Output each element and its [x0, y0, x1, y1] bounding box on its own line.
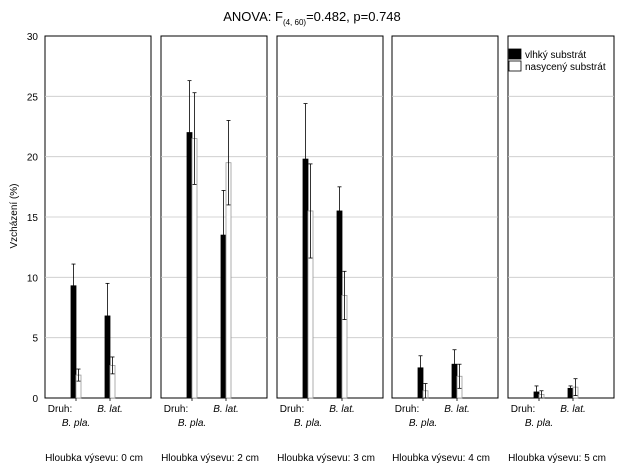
bar: [336, 210, 343, 399]
legend-label: nasycený substrát: [525, 62, 606, 73]
x-tick-label: B. lat.: [444, 404, 470, 415]
x-tick-label: B. pla.: [409, 418, 437, 429]
panel-label: Hloubka výsevu: 5 cm: [508, 453, 606, 464]
panel: Druh: B. pla. B. lat. Hloubka výsevu: 2 cm: [160, 35, 268, 464]
y-axis-label: Vzcházení (%): [9, 183, 20, 248]
y-tick-label: 30: [27, 32, 39, 43]
x-tick-label: B. pla.: [62, 418, 90, 429]
panel: Druh: B. pla. B. lat. Hloubka výsevu: 5 cm: [507, 35, 615, 464]
y-tick-labels: 0 5 10 15 20 25 30: [27, 32, 39, 405]
panel: Druh: B. pla. B. lat. Hloubka výsevu: 4 cm: [391, 35, 499, 464]
panels: Druh:B. pla.B. lat.Hloubka výsevu: 0 cmD…: [44, 35, 615, 464]
y-tick-label: 20: [27, 153, 39, 164]
legend-swatch: [508, 60, 522, 72]
x-tick-label: B. pla.: [525, 418, 553, 429]
panel-label: Hloubka výsevu: 2 cm: [161, 453, 259, 464]
legend-swatch: [508, 48, 522, 60]
panel-label: Hloubka výsevu: 0 cm: [45, 453, 143, 464]
title-subscript: (4, 60): [283, 18, 306, 27]
title-rest: =0.482, p=0.748: [306, 9, 401, 24]
y-tick-label: 15: [27, 213, 39, 224]
y-tick-label: 10: [27, 273, 39, 284]
y-tick-label: 5: [32, 334, 38, 345]
legend-label: vlhký substrát: [525, 50, 586, 61]
panel-label: Hloubka výsevu: 3 cm: [277, 453, 375, 464]
y-tick-label: 25: [27, 92, 39, 103]
title-main: ANOVA: F: [223, 9, 283, 24]
x-axis-label: Druh:: [511, 404, 535, 415]
x-axis-label: Druh:: [280, 404, 304, 415]
x-tick-label: B. lat.: [213, 404, 239, 415]
x-tick-label: B. lat.: [97, 404, 123, 415]
panel: Druh: B. pla. B. lat. Hloubka výsevu: 0 cm: [44, 35, 152, 464]
x-tick-label: B. pla.: [178, 418, 206, 429]
x-axis-label: Druh:: [48, 404, 72, 415]
x-axis-label: Druh:: [395, 404, 419, 415]
y-tick-label: 0: [32, 394, 38, 405]
x-tick-label: B. pla.: [294, 418, 322, 429]
x-tick-label: B. lat.: [329, 404, 355, 415]
x-axis-label: Druh:: [164, 404, 188, 415]
panel: Druh: B. pla. B. lat. Hloubka výsevu: 3 cm: [276, 35, 384, 464]
chart-title: ANOVA: F(4, 60)=0.482, p=0.748: [223, 9, 401, 27]
x-tick-label: B. lat.: [560, 404, 586, 415]
panel-label: Hloubka výsevu: 4 cm: [392, 453, 490, 464]
